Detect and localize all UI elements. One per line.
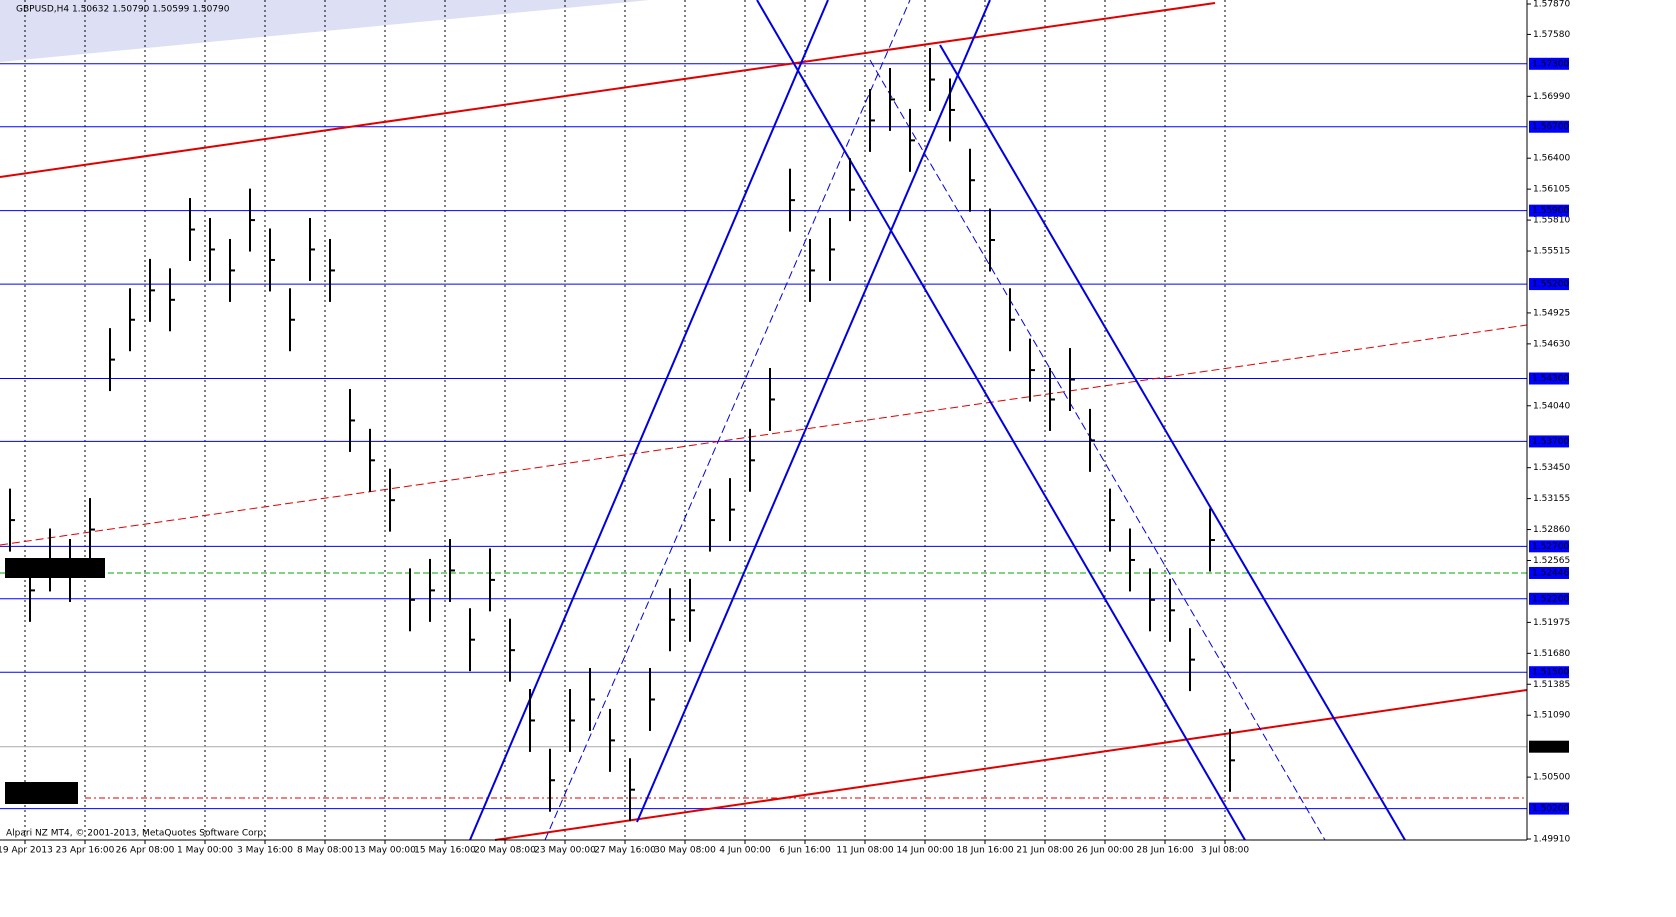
y-tick-label: 1.53155 <box>1533 494 1570 504</box>
price-bars <box>9 48 1235 822</box>
price-tag-label: 1.55200 <box>1532 280 1569 290</box>
channel-line <box>869 59 1326 841</box>
trendline <box>0 2 1216 178</box>
price-tag <box>1529 278 1569 291</box>
x-tick-label: 15 May 16:00 <box>414 846 476 856</box>
x-tick-label: 13 May 00:00 <box>354 846 416 856</box>
y-tick-label: 1.53450 <box>1533 463 1570 473</box>
x-tick-label: 14 Jun 00:00 <box>896 846 953 856</box>
redaction-box <box>5 558 105 578</box>
price-tag <box>1529 802 1569 815</box>
copyright: Alpari NZ MT4, © 2001-2013, MetaQuotes S… <box>6 829 266 839</box>
price-tag-label: 1.54300 <box>1532 374 1569 384</box>
redaction-box <box>5 782 78 804</box>
price-tag-label: 1.57300 <box>1532 59 1569 69</box>
trendlines <box>0 0 1528 841</box>
levels <box>0 63 1527 810</box>
x-tick-label: 27 May 16:00 <box>594 846 656 856</box>
channel-line <box>636 0 991 823</box>
price-tag <box>1529 120 1569 133</box>
x-tick-label: 3 Jul 08:00 <box>1201 846 1250 856</box>
y-tick-label: 1.54630 <box>1533 339 1570 349</box>
x-tick-label: 28 Jun 16:00 <box>1136 846 1193 856</box>
y-tick-label: 1.54925 <box>1533 308 1570 318</box>
y-tick-label: 1.56990 <box>1533 92 1570 102</box>
price-tag-label: 1.50790 <box>1532 742 1569 752</box>
price-tag <box>1529 57 1569 70</box>
price-tag <box>1529 666 1569 679</box>
y-tick-label: 1.51680 <box>1533 649 1570 659</box>
price-tag <box>1529 566 1569 579</box>
x-tick-label: 4 Jun 00:00 <box>719 846 771 856</box>
y-tick-label: 1.51975 <box>1533 618 1570 628</box>
x-tick-label: 20 May 08:00 <box>474 846 536 856</box>
grid <box>24 0 1226 840</box>
x-tick-label: 21 Jun 08:00 <box>1016 846 1073 856</box>
price-tag <box>1529 435 1569 448</box>
y-tick-label: 1.57580 <box>1533 30 1570 40</box>
y-tick-label: 1.55810 <box>1533 216 1570 226</box>
price-tag-label: 1.56700 <box>1532 122 1569 132</box>
x-tick-label: 18 Jun 16:00 <box>956 846 1013 856</box>
price-tag-label: 1.53700 <box>1532 437 1569 447</box>
price-tag-label: 1.52700 <box>1532 542 1569 552</box>
price-tag-label: 1.50200 <box>1532 804 1569 814</box>
y-tick-label: 1.50500 <box>1533 773 1570 783</box>
y-tick-label: 1.51385 <box>1533 680 1570 690</box>
channel-line <box>544 0 911 841</box>
price-tag <box>1529 540 1569 553</box>
x-tick-label: 26 Jun 00:00 <box>1076 846 1133 856</box>
x-tick-label: 23 May 00:00 <box>534 846 596 856</box>
axis-labels: 19 Apr 2013 23 Apr 16:00 26 Apr 08:00 1 May… <box>0 0 1570 856</box>
price-tag <box>1529 204 1569 217</box>
x-tick-label: 11 Jun 08:00 <box>836 846 893 856</box>
price-tag-label: 1.52200 <box>1532 594 1569 604</box>
y-tick-label: 1.54040 <box>1533 401 1570 411</box>
price-tag-label: 1.55900 <box>1532 206 1569 216</box>
price-tag-label: 1.52446 <box>1532 568 1569 578</box>
y-tick-label: 1.55515 <box>1533 247 1570 257</box>
y-tick-label: 1.56400 <box>1533 154 1570 164</box>
x-tick-label: 1 May 00:00 <box>177 846 233 856</box>
trendline <box>494 689 1528 841</box>
x-tick-label: 19 Apr 2013 <box>0 846 53 856</box>
x-tick-label: 26 Apr 08:00 <box>116 846 175 856</box>
y-tick-label: 1.52860 <box>1533 525 1570 535</box>
chart-title: GBPUSD,H4 1.50632 1.50790 1.50599 1.5079… <box>16 5 230 15</box>
price-tag-label: 1.51500 <box>1532 668 1569 678</box>
price-tag <box>1529 592 1569 605</box>
x-tick-label: 3 May 16:00 <box>237 846 293 856</box>
price-tag <box>1529 372 1569 385</box>
y-tick-label: 1.57870 <box>1533 0 1570 10</box>
x-tick-label: 23 Apr 16:00 <box>56 846 115 856</box>
y-tick-label: 1.49910 <box>1533 835 1570 845</box>
y-tick-label: 1.51090 <box>1533 711 1570 721</box>
trendline <box>0 324 1528 546</box>
channel-line <box>939 44 1406 841</box>
y-tick-label: 1.52565 <box>1533 556 1570 566</box>
x-tick-label: 6 Jun 16:00 <box>779 846 831 856</box>
channel-line <box>756 0 1246 841</box>
x-tick-label: 8 May 08:00 <box>297 846 353 856</box>
x-tick-label: 30 May 08:00 <box>654 846 716 856</box>
price-tag <box>1529 740 1569 753</box>
y-tick-label: 1.56105 <box>1533 185 1570 195</box>
